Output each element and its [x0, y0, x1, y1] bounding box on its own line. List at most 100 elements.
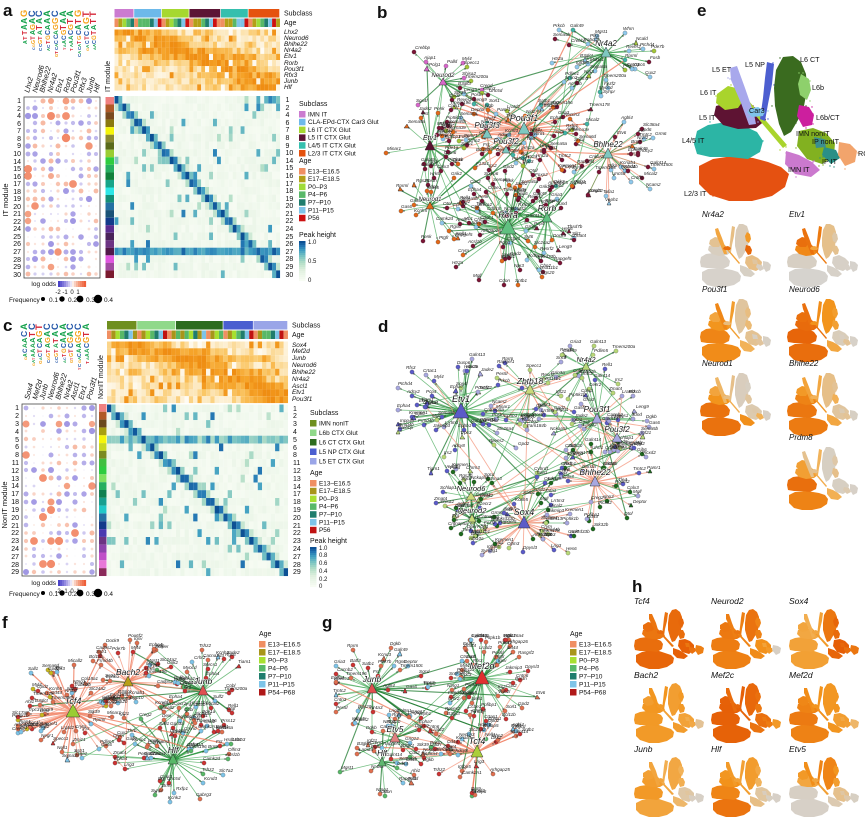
svg-text:15: 15: [13, 166, 21, 173]
svg-text:14: 14: [293, 484, 301, 491]
svg-text:Pde1a: Pde1a: [445, 145, 459, 150]
svg-text:Minar1: Minar1: [387, 146, 401, 151]
svg-text:Irs2: Irs2: [615, 377, 623, 382]
svg-text:0.6: 0.6: [319, 561, 328, 567]
svg-text:Sorl1: Sorl1: [489, 98, 500, 103]
svg-text:T: T: [88, 18, 98, 24]
svg-text:Tmem196: Tmem196: [595, 165, 616, 170]
svg-text:A: A: [76, 343, 83, 348]
svg-text:Nr4a2: Nr4a2: [292, 376, 310, 383]
svg-text:Rprml: Rprml: [625, 53, 638, 58]
svg-text:Fst: Fst: [483, 142, 490, 147]
svg-text:A: A: [92, 47, 97, 50]
svg-text:Negr1: Negr1: [538, 402, 551, 407]
svg-text:B3glct: B3glct: [580, 53, 593, 58]
svg-text:A: A: [42, 10, 52, 17]
svg-text:G: G: [46, 353, 52, 357]
svg-text:Postn: Postn: [471, 92, 483, 97]
svg-text:A: A: [57, 323, 68, 330]
svg-text:Lhx2: Lhx2: [22, 76, 35, 94]
svg-text:Prkcb: Prkcb: [553, 23, 565, 28]
svg-text:27: 27: [13, 249, 21, 256]
svg-text:Veph1: Veph1: [605, 197, 619, 202]
svg-text:Kcnab1: Kcnab1: [620, 160, 636, 165]
svg-text:0.5: 0.5: [308, 259, 317, 265]
svg-text:Age: Age: [292, 332, 305, 339]
svg-text:A: A: [43, 24, 52, 30]
svg-text:G: G: [28, 24, 37, 30]
svg-text:C: C: [77, 53, 82, 57]
svg-text:Mb1: Mb1: [464, 216, 473, 221]
svg-text:Ptchd4: Ptchd4: [640, 42, 655, 47]
svg-text:T: T: [62, 47, 67, 50]
svg-text:A: A: [76, 348, 83, 353]
svg-text:Agbl4: Agbl4: [529, 128, 542, 133]
svg-text:G: G: [19, 10, 29, 17]
svg-text:T: T: [54, 349, 60, 353]
svg-text:Galnt9: Galnt9: [563, 348, 577, 353]
svg-text:Ncald: Ncald: [636, 36, 648, 41]
svg-text:A: A: [58, 17, 68, 24]
svg-text:Stk39: Stk39: [454, 90, 466, 95]
svg-text:-2: -2: [55, 290, 61, 296]
svg-text:18: 18: [11, 499, 19, 506]
svg-text:P11–P15: P11–P15: [308, 207, 334, 214]
svg-text:A: A: [54, 43, 59, 47]
svg-text:Tmem200a: Tmem200a: [603, 73, 627, 78]
svg-text:Jade2: Jade2: [418, 106, 432, 111]
svg-text:Synpr: Synpr: [572, 165, 584, 170]
svg-text:Tiam1: Tiam1: [427, 466, 440, 471]
svg-text:Ncald: Ncald: [504, 206, 516, 211]
svg-text:Palld: Palld: [447, 59, 458, 64]
svg-text:28: 28: [11, 562, 19, 569]
svg-text:A: A: [39, 357, 43, 360]
svg-text:Cux2: Cux2: [645, 70, 656, 75]
svg-text:log odds: log odds: [31, 580, 56, 587]
svg-text:L5 NP CTX Glut: L5 NP CTX Glut: [319, 449, 365, 456]
svg-text:Pip5k1b: Pip5k1b: [446, 115, 463, 120]
svg-text:27: 27: [286, 249, 294, 256]
svg-text:21: 21: [286, 211, 294, 218]
svg-text:Fosb: Fosb: [650, 55, 661, 60]
svg-text:0.2: 0.2: [68, 297, 77, 304]
svg-text:18: 18: [13, 189, 21, 196]
svg-text:Sema6d: Sema6d: [579, 134, 597, 139]
svg-text:0.3: 0.3: [86, 591, 95, 598]
svg-text:L5 IT CTX Glut: L5 IT CTX Glut: [308, 135, 351, 142]
svg-text:-1: -1: [62, 290, 68, 296]
svg-text:Rfx3: Rfx3: [284, 72, 298, 79]
svg-text:Rora: Rora: [498, 210, 518, 220]
svg-text:16: 16: [13, 174, 21, 181]
svg-text:Htr2a: Htr2a: [526, 154, 538, 159]
svg-text:Gpc6: Gpc6: [501, 209, 512, 214]
svg-text:8: 8: [15, 452, 19, 459]
svg-text:Gria3: Gria3: [551, 192, 563, 197]
svg-text:Mical2: Mical2: [644, 171, 658, 176]
svg-text:Grin3a: Grin3a: [551, 370, 565, 375]
svg-text:12: 12: [11, 468, 19, 475]
svg-text:A: A: [82, 24, 91, 30]
svg-text:Ajap1: Ajap1: [423, 55, 436, 60]
svg-text:Nrsn2: Nrsn2: [481, 119, 494, 124]
svg-text:C: C: [45, 30, 52, 35]
svg-text:B3glct: B3glct: [458, 81, 471, 86]
svg-text:C: C: [54, 40, 60, 44]
svg-text:Sema5a: Sema5a: [493, 177, 511, 182]
svg-text:Gas6: Gas6: [428, 185, 439, 190]
svg-text:Sntb1: Sntb1: [461, 141, 473, 146]
svg-text:Cdon: Cdon: [427, 184, 438, 189]
svg-text:26: 26: [286, 241, 294, 248]
svg-text:A: A: [69, 40, 75, 44]
svg-text:T: T: [62, 353, 68, 357]
svg-text:Slc26a4: Slc26a4: [497, 426, 514, 431]
svg-text:14: 14: [11, 483, 19, 490]
svg-text:A: A: [81, 323, 91, 330]
svg-text:Pou3f1: Pou3f1: [510, 113, 539, 123]
svg-text:G: G: [74, 337, 83, 343]
svg-text:T: T: [54, 51, 59, 54]
svg-text:Ankrd33b: Ankrd33b: [535, 254, 556, 259]
svg-text:Hes6: Hes6: [562, 226, 573, 231]
svg-text:Cybrd1: Cybrd1: [530, 131, 545, 136]
svg-text:C: C: [22, 348, 29, 353]
svg-text:A: A: [92, 44, 97, 47]
